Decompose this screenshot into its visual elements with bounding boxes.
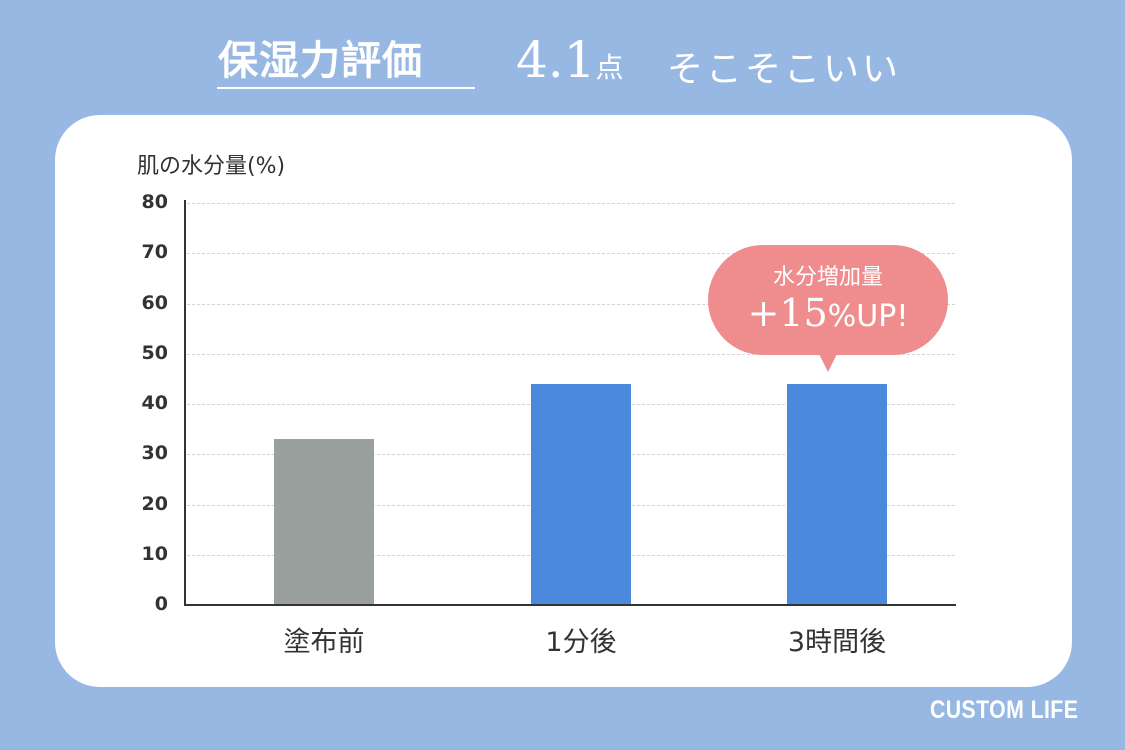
x-tick-label: 塗布前 <box>283 627 365 658</box>
title-underline <box>217 87 475 89</box>
y-axis-label: 肌の水分量(%) <box>137 154 286 179</box>
y-tick-label: 0 <box>154 593 168 615</box>
y-tick-label: 40 <box>141 392 168 414</box>
y-tick-label: 20 <box>141 492 168 515</box>
page-title: 保湿力評価 <box>218 38 423 84</box>
x-tick-label: 1分後 <box>545 627 617 658</box>
y-tick-label: 80 <box>141 191 168 213</box>
score-unit: 点 <box>595 51 624 84</box>
score: 4.1点 <box>516 30 624 98</box>
score-value: 4.1 <box>516 31 596 89</box>
gridline <box>187 203 955 204</box>
x-tick-label: 3時間後 <box>787 627 887 658</box>
y-tick-label: 60 <box>141 291 168 314</box>
y-tick-label: 10 <box>141 542 168 565</box>
annotation-bubble: 水分増加量 +15%UP! <box>708 245 948 355</box>
y-axis <box>184 200 186 606</box>
gridline <box>187 353 955 355</box>
bubble-value: +15 <box>747 291 828 335</box>
bar-2 <box>531 383 631 605</box>
bar-3 <box>787 383 887 605</box>
y-tick-label: 50 <box>141 341 168 364</box>
bar-1 <box>274 439 374 605</box>
y-tick-label: 70 <box>141 241 168 264</box>
bubble-tail <box>819 354 837 372</box>
bubble-value-line: +15%UP! <box>708 291 948 339</box>
gridline <box>187 303 955 305</box>
gridline <box>187 253 955 255</box>
brand-logo: CUSTOM LIFE <box>930 696 1079 724</box>
x-axis <box>184 604 956 606</box>
verdict: そこそこいい <box>667 49 902 90</box>
bubble-label: 水分増加量 <box>772 265 883 290</box>
bubble-unit: %UP! <box>827 299 909 334</box>
y-tick-label: 30 <box>141 442 168 465</box>
